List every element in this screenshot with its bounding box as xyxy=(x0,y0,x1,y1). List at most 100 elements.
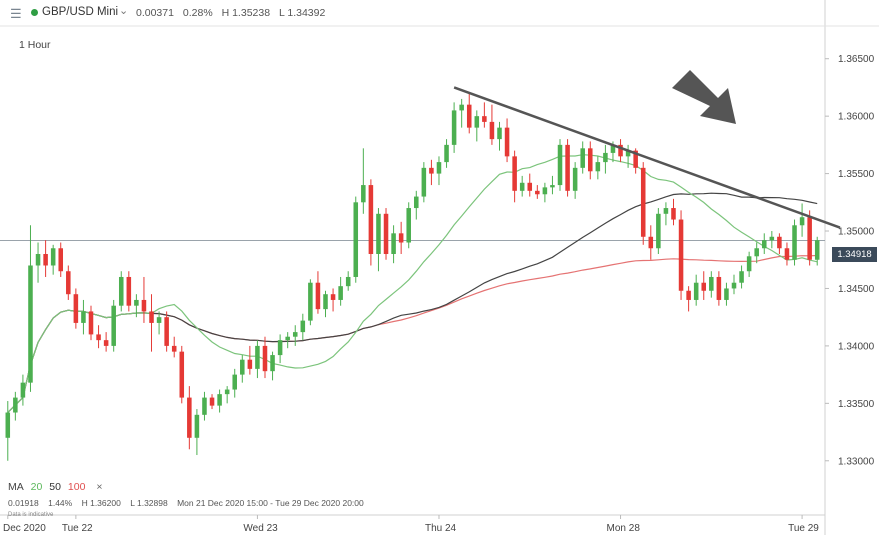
x-tick-label: Wed 23 xyxy=(243,523,278,534)
candle-body xyxy=(519,182,525,191)
candle-body xyxy=(376,213,381,254)
candle-body xyxy=(240,359,245,375)
candle-body xyxy=(557,144,563,186)
x-tick-label: Tue 22 xyxy=(62,523,93,534)
candle-body xyxy=(716,276,722,300)
candle-body xyxy=(13,397,18,413)
session-high: H 1.35238 xyxy=(221,7,271,19)
candle-body xyxy=(28,265,33,383)
candle-body xyxy=(731,282,737,289)
candle-body xyxy=(81,311,86,323)
y-tick-label: 1.34000 xyxy=(838,341,875,352)
candle-body xyxy=(610,144,616,153)
y-tick-label: 1.33500 xyxy=(838,399,875,410)
candle-body xyxy=(73,294,79,323)
candle-body xyxy=(648,236,654,249)
ma-legend: MA 20 50 100 × xyxy=(8,481,106,493)
candle-body xyxy=(308,282,313,321)
candle-body xyxy=(414,196,419,209)
candle-body xyxy=(444,144,449,163)
candle-body xyxy=(262,345,268,372)
candle-body xyxy=(777,236,782,249)
x-tick-label: Mon 28 xyxy=(607,523,641,534)
range-stats: 0.01918 1.44% H 1.36200 L 1.32898 Mon 21… xyxy=(8,498,371,508)
candle-body xyxy=(330,294,336,300)
y-tick-label: 1.36000 xyxy=(838,112,875,123)
candle-body xyxy=(103,340,109,346)
candle-body xyxy=(489,121,495,140)
candle-body xyxy=(807,217,812,260)
down-arrow-annotation xyxy=(672,70,736,124)
candle-body xyxy=(625,150,631,157)
candle-body xyxy=(202,397,207,415)
candle-body xyxy=(194,414,200,438)
candle-body xyxy=(633,150,638,168)
ma20-period[interactable]: 20 xyxy=(30,481,43,493)
candle-body xyxy=(580,148,585,168)
candle-body xyxy=(5,412,11,438)
candle-body xyxy=(693,282,699,300)
candle-body xyxy=(814,240,820,260)
interval-label[interactable]: 1 Hour xyxy=(19,39,51,51)
candle-body xyxy=(255,345,260,369)
candle-body xyxy=(754,248,759,257)
disclaimer: Data is indicative xyxy=(8,512,54,518)
candle-body xyxy=(595,162,601,172)
candle-body xyxy=(345,276,351,287)
candle-body xyxy=(421,167,427,197)
candle-body xyxy=(179,351,185,398)
price-change: 0.00371 xyxy=(136,7,174,19)
candle-body xyxy=(20,382,26,398)
candle-body xyxy=(671,208,676,220)
candle-body xyxy=(111,305,116,346)
candle-body xyxy=(323,294,328,310)
candle-body xyxy=(603,152,608,163)
range-value: 0.01918 xyxy=(8,498,39,508)
candle-body xyxy=(35,254,41,266)
candle-body xyxy=(285,336,290,341)
candle-body xyxy=(187,397,192,438)
candle-body xyxy=(799,217,805,226)
candle-body xyxy=(497,127,502,140)
range-low: L 1.32898 xyxy=(130,498,168,508)
candle-body xyxy=(292,332,298,337)
candle-body xyxy=(58,248,64,272)
instrument-name[interactable]: GBP/USD Mini xyxy=(42,6,119,18)
candle-body xyxy=(535,190,540,195)
candle-body xyxy=(398,233,404,243)
candle-body xyxy=(550,185,555,188)
y-tick-label: 1.33000 xyxy=(838,456,875,467)
close-icon[interactable]: × xyxy=(96,481,103,493)
quote-summary: 0.00371 0.28% H 1.35238 L 1.34392 xyxy=(136,7,331,19)
chevron-down-icon[interactable]: ⌄ xyxy=(119,5,129,17)
candle-body xyxy=(784,248,790,260)
current-price-tag: 1.34918 xyxy=(832,247,877,262)
menu-icon[interactable]: ☰ xyxy=(10,6,22,21)
market-open-dot xyxy=(31,9,38,16)
ma-label: MA xyxy=(8,481,24,493)
candle-body xyxy=(527,182,533,191)
ma20-line xyxy=(7,154,818,413)
candle-body xyxy=(270,355,275,372)
candle-body xyxy=(353,202,359,277)
candle-body xyxy=(724,288,729,300)
candle-body xyxy=(224,389,230,395)
x-tick-label: Dec 2020 xyxy=(3,523,46,534)
range-pct: 1.44% xyxy=(48,498,73,508)
candle-body xyxy=(368,185,374,254)
candle-body xyxy=(739,271,744,283)
candle-body xyxy=(391,233,396,254)
x-tick-label: Tue 29 xyxy=(788,523,819,534)
ma100-period[interactable]: 100 xyxy=(67,481,86,493)
candle-body xyxy=(383,213,389,254)
y-tick-label: 1.34500 xyxy=(838,284,875,295)
candle-body xyxy=(50,248,56,266)
price-change-pct: 0.28% xyxy=(182,7,213,19)
candle-body xyxy=(792,225,797,260)
ma50-period[interactable]: 50 xyxy=(49,481,61,493)
session-low: L 1.34392 xyxy=(278,7,326,19)
y-tick-label: 1.35500 xyxy=(838,169,875,180)
candle-body xyxy=(118,276,124,306)
candle-body xyxy=(542,187,548,195)
